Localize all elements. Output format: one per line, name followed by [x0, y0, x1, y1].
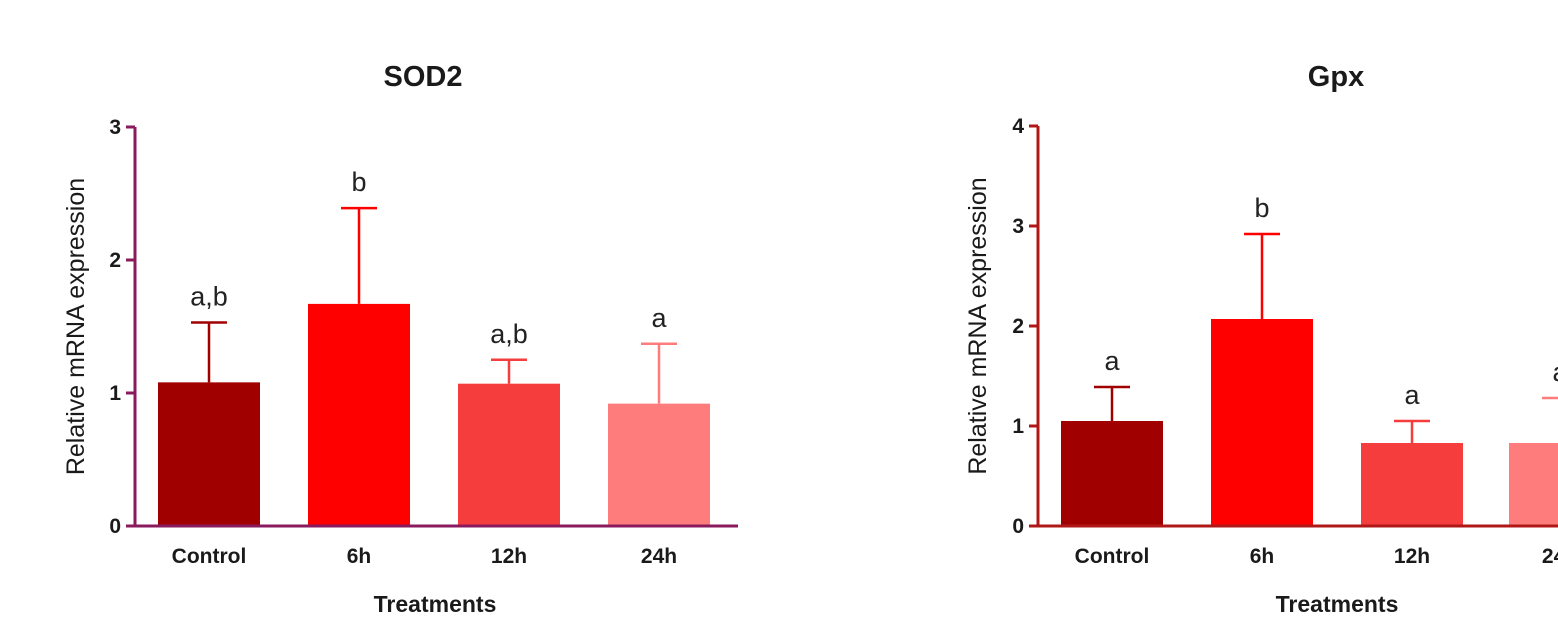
significance-label: a,b — [190, 282, 228, 312]
y-tick-label: 2 — [1012, 315, 1024, 338]
y-tick-label: 0 — [109, 515, 121, 538]
bar-control — [1061, 421, 1163, 526]
x-tick-label: 12h — [491, 545, 527, 568]
y-axis-label: Relative mRNA expression — [62, 178, 90, 475]
significance-label: a — [1104, 346, 1120, 376]
bar-control — [158, 382, 260, 526]
y-tick-label: 3 — [109, 116, 121, 139]
x-tick-label: Control — [172, 545, 247, 568]
bar-12h — [458, 383, 560, 526]
x-tick-label: 24h — [1542, 545, 1558, 568]
y-tick-label: 3 — [1012, 215, 1024, 238]
y-tick-label: 4 — [1012, 115, 1024, 138]
bar-6h — [1211, 319, 1313, 526]
y-tick-label: 2 — [109, 249, 121, 272]
bar-24h — [608, 403, 710, 526]
bar-6h — [308, 303, 410, 526]
y-tick-label: 1 — [1012, 415, 1024, 438]
x-tick-label: 24h — [641, 545, 677, 568]
significance-label: b — [1254, 193, 1269, 223]
y-tick-label: 0 — [1012, 515, 1024, 538]
y-axis-label: Relative mRNA expression — [964, 177, 992, 474]
x-axis-label: Treatments — [374, 591, 497, 615]
significance-label: a — [651, 303, 667, 333]
chart-panel-sod2: SOD2 Relative mRNA expression Treatments a,… — [62, 61, 738, 617]
significance-label: a — [1552, 357, 1558, 387]
x-tick-label: 6h — [347, 545, 372, 568]
y-tick-label: 1 — [109, 382, 121, 405]
chart-title: SOD2 — [384, 61, 463, 93]
significance-label: a — [1404, 380, 1420, 410]
chart-title: Gpx — [1308, 61, 1364, 93]
x-tick-label: 6h — [1250, 545, 1275, 568]
chart-panel-gpx: Gpx Relative mRNA expression Treatments a Co… — [964, 61, 1558, 617]
x-axis-label: Treatments — [1276, 591, 1399, 615]
significance-label: b — [351, 167, 366, 197]
x-tick-label: Control — [1075, 545, 1150, 568]
significance-label: a,b — [490, 319, 528, 349]
bar-12h — [1361, 443, 1463, 526]
bar-24h — [1509, 443, 1558, 526]
x-tick-label: 12h — [1394, 545, 1430, 568]
